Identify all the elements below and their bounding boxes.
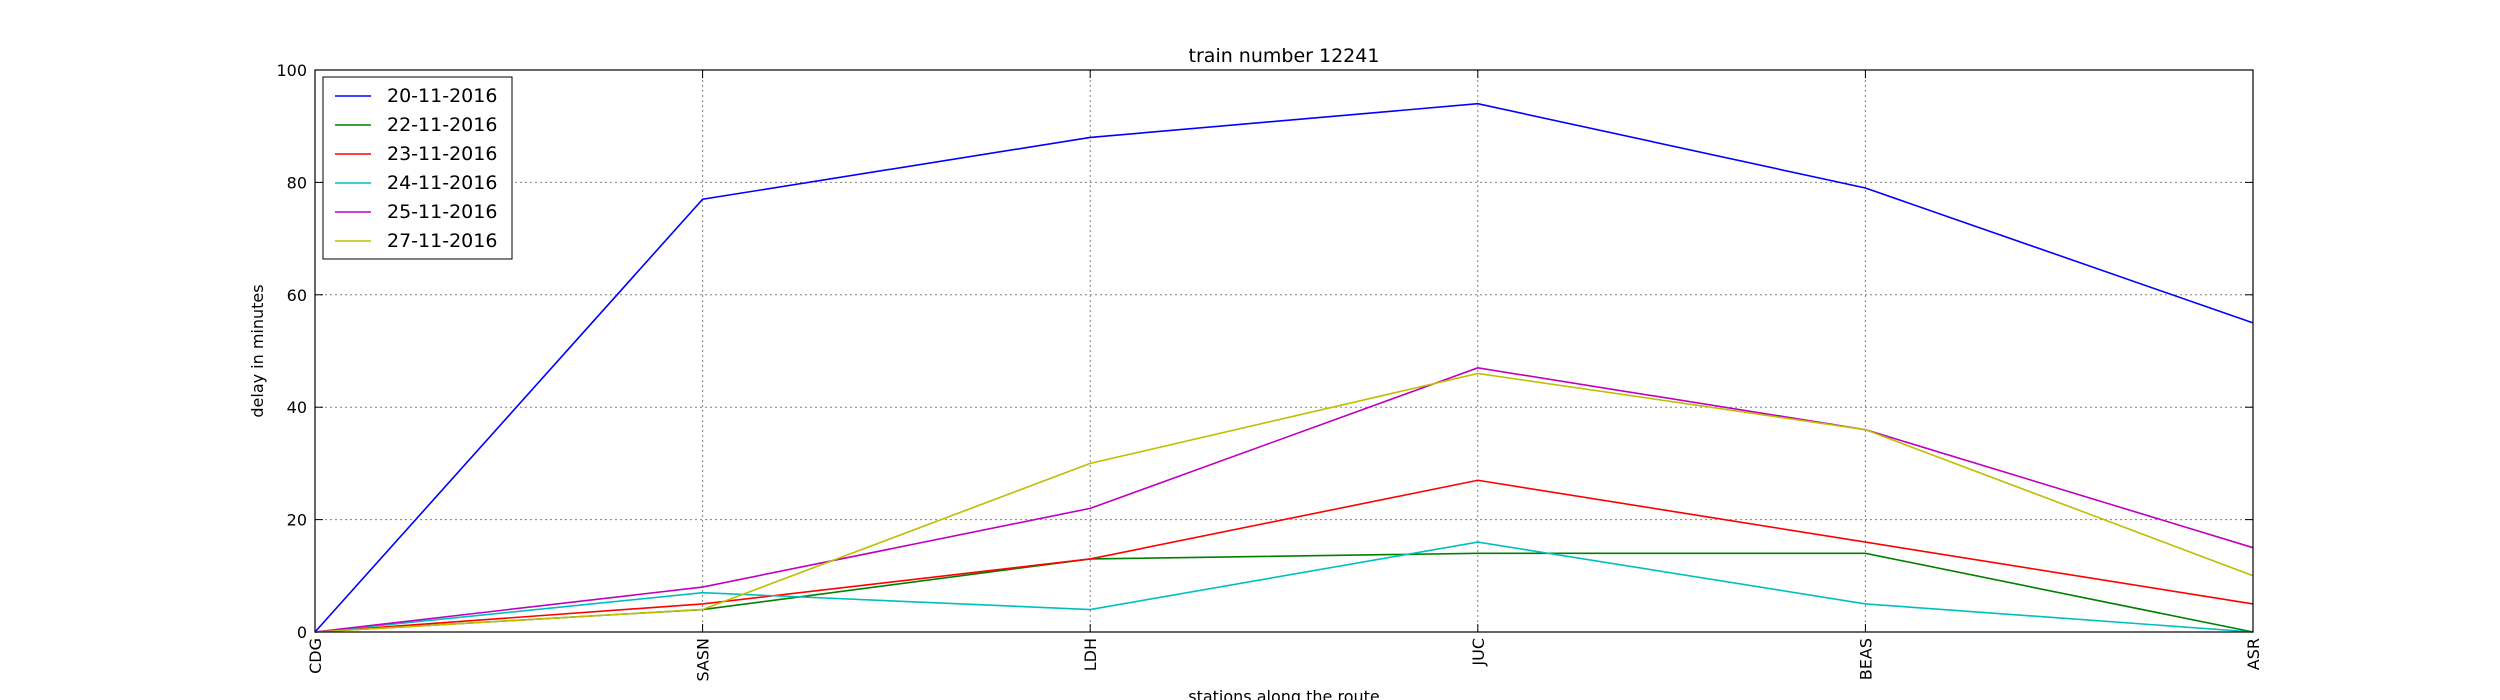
- series-line: [314, 102, 2254, 633]
- legend-label: 23-11-2016: [387, 143, 497, 165]
- x-tick-label: ASR: [2244, 638, 2263, 670]
- y-tick-label: 100: [276, 61, 307, 80]
- series-line: [314, 541, 2254, 633]
- legend: 20-11-2016 22-11-2016 23-11-2016 24-11-2016…: [322, 76, 513, 260]
- series-line: [314, 367, 2254, 633]
- legend-label: 22-11-2016: [387, 114, 497, 136]
- legend-label: 24-11-2016: [387, 172, 497, 194]
- grid-lines: [315, 70, 2253, 632]
- x-tick-label: BEAS: [1856, 638, 1875, 680]
- plot-area-frame: [314, 69, 2254, 633]
- chart-title: train number 12241: [1189, 45, 1380, 67]
- x-tick-label: CDG: [306, 638, 325, 674]
- y-tick-label: 40: [287, 398, 307, 417]
- legend-label: 25-11-2016: [387, 201, 497, 223]
- y-tick-label: 60: [287, 286, 307, 305]
- series-line: [314, 479, 2254, 633]
- legend-box: [322, 76, 513, 260]
- y-tick-label: 20: [287, 511, 307, 530]
- x-tick-label: LDH: [1081, 638, 1100, 671]
- legend-label: 20-11-2016: [387, 85, 497, 107]
- y-tick-label: 80: [287, 173, 307, 192]
- x-axis-label: stations along the route: [1188, 687, 1380, 700]
- series-lines: [314, 102, 2254, 633]
- x-tick-label: SASN: [694, 638, 713, 682]
- series-line: [314, 372, 2254, 633]
- series-line: [314, 552, 2254, 633]
- axis-ticks: CDG SASN LDH JUC BEAS ASR 0 20 40 60 80 100: [276, 61, 2263, 682]
- legend-label: 27-11-2016: [387, 230, 497, 252]
- y-axis-label: delay in minutes: [248, 284, 267, 417]
- y-tick-label: 0: [297, 623, 307, 642]
- x-tick-label: JUC: [1469, 638, 1488, 667]
